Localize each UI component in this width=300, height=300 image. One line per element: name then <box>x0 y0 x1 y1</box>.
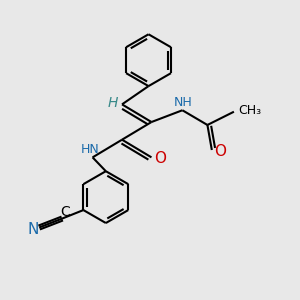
Text: O: O <box>154 151 166 166</box>
Text: CH₃: CH₃ <box>238 104 262 117</box>
Text: HN: HN <box>81 143 100 157</box>
Text: N: N <box>28 222 39 237</box>
Text: C: C <box>60 206 70 219</box>
Text: O: O <box>214 144 226 159</box>
Text: NH: NH <box>174 96 192 110</box>
Text: H: H <box>108 96 119 110</box>
